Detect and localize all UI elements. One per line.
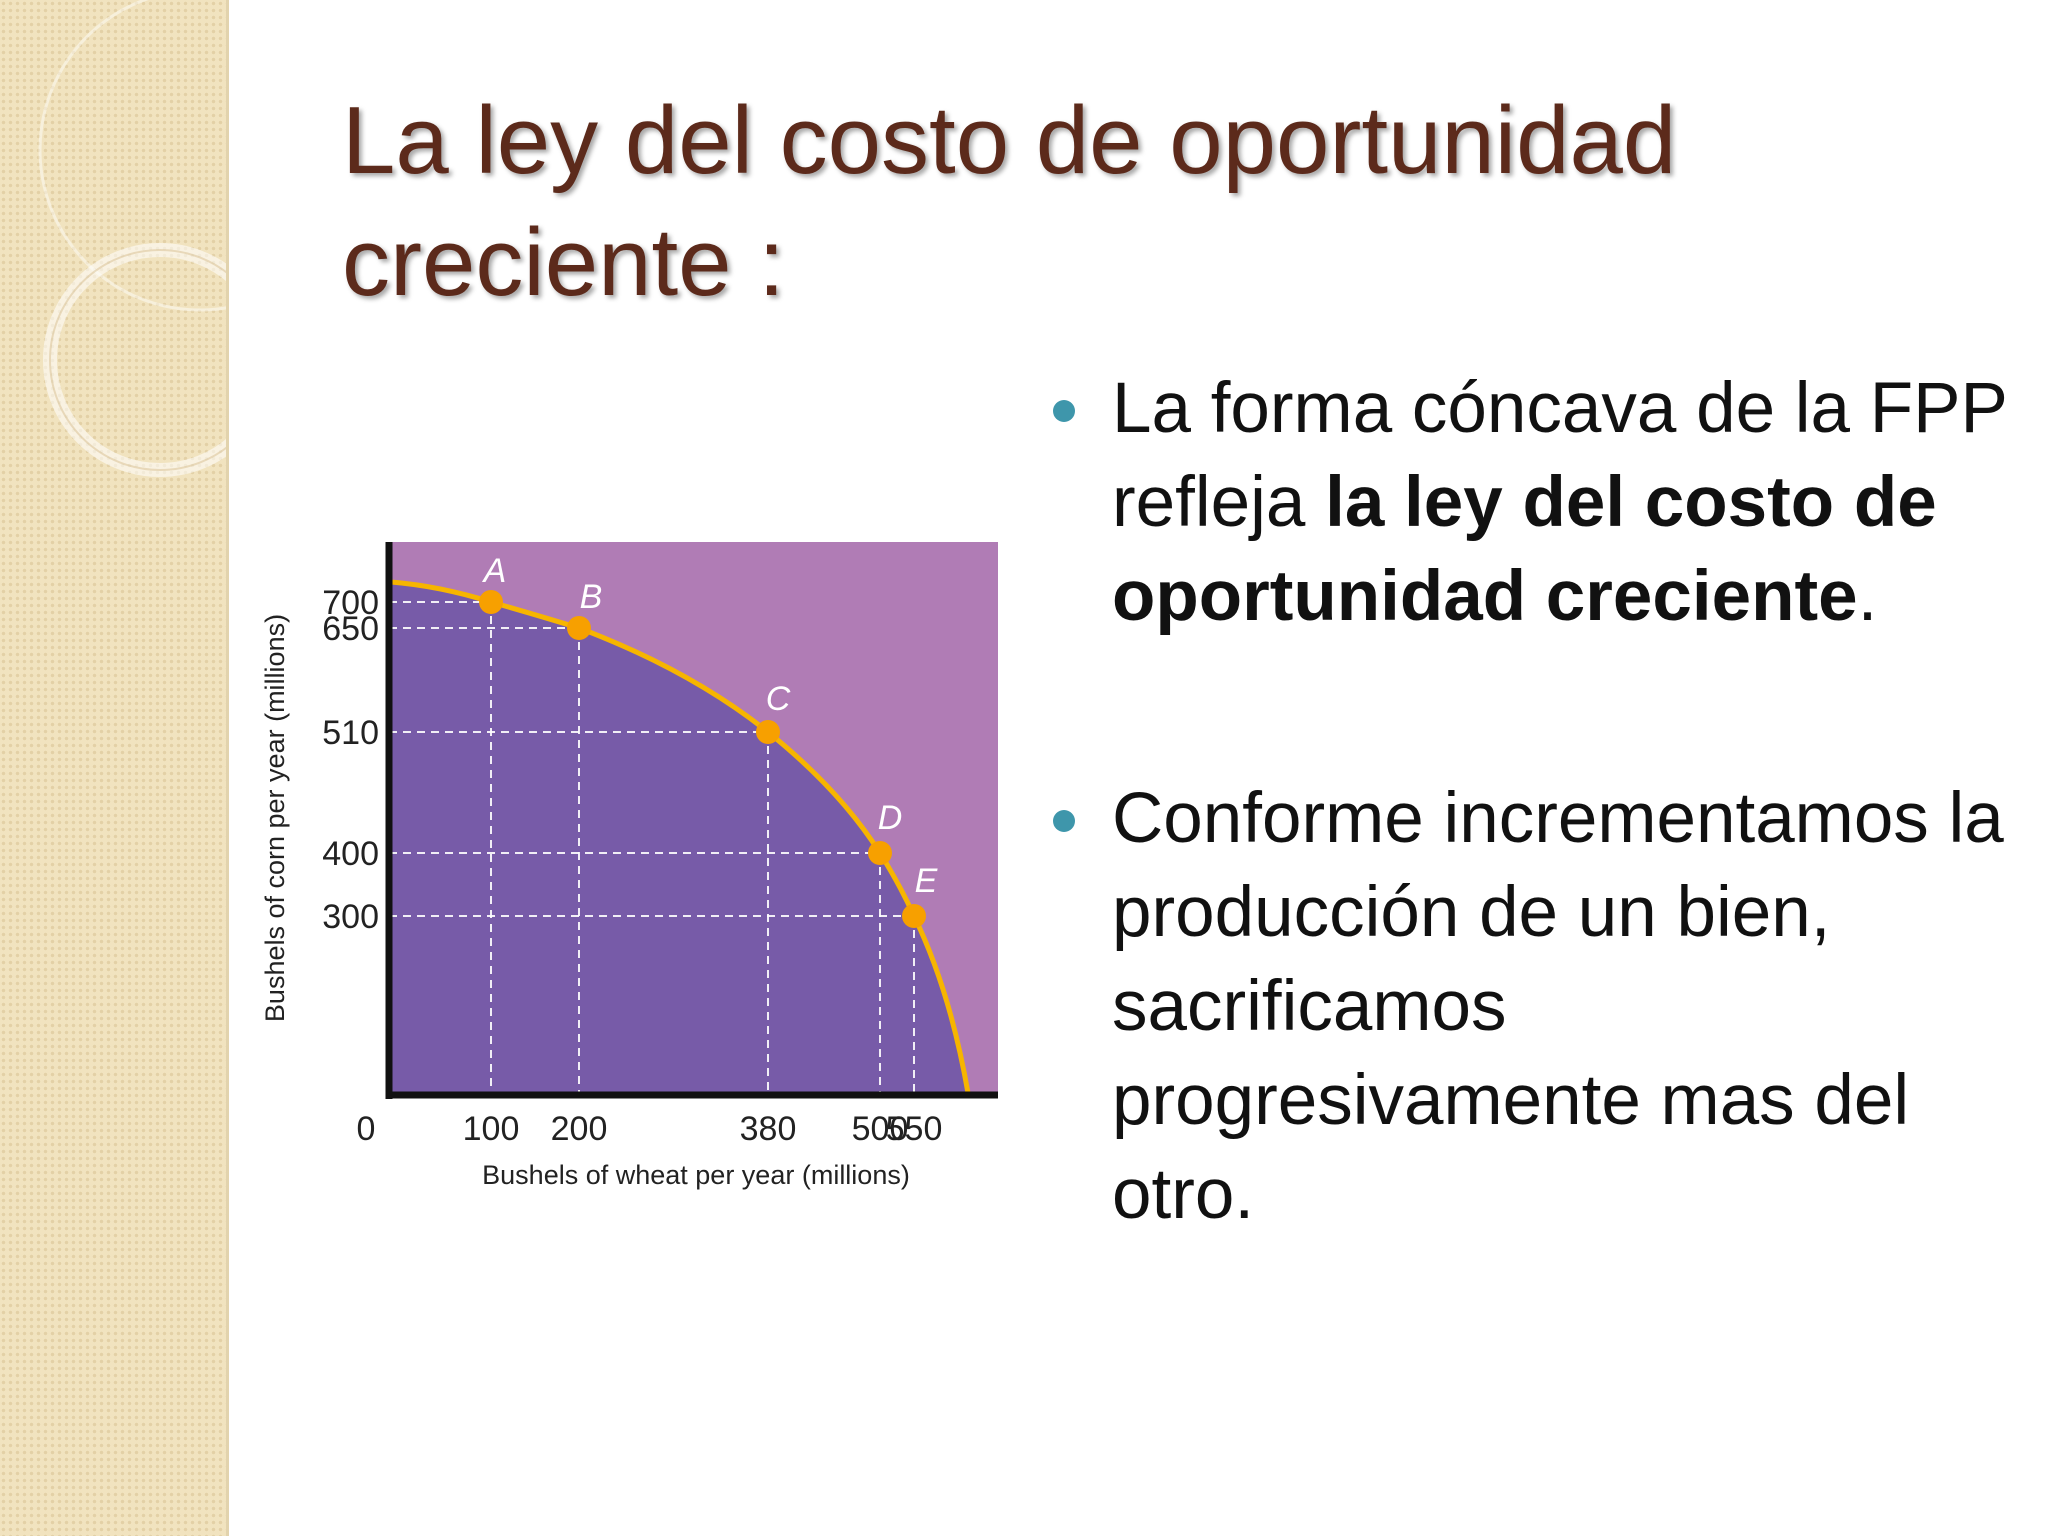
bullet-text-end: . (1857, 557, 1878, 636)
y-tick-label: 700 (322, 584, 379, 622)
y-tick-label: 400 (322, 835, 379, 873)
decorative-rings (38, 0, 228, 477)
y-tick-label: 300 (322, 898, 379, 936)
y-axis-title: Bushels of corn per year (millions) (260, 614, 290, 1022)
data-point (756, 720, 780, 744)
bullet-dot-icon (1053, 810, 1075, 832)
slide-title: La ley del costo de oportunidad crecient… (342, 80, 1942, 324)
bullet-dot-icon (1053, 400, 1075, 422)
x-axis-title: Bushels of wheat per year (millions) (482, 1160, 910, 1190)
x-tick-label: 380 (740, 1110, 797, 1148)
side-band-edge (226, 0, 229, 1536)
x-tick-label: 550 (886, 1110, 943, 1148)
title-line: La ley del costo de oportunidad (342, 87, 1677, 194)
x-tick-label: 100 (463, 1110, 520, 1148)
ppf-attainable-region (389, 582, 968, 1095)
title-line: creciente : (342, 209, 785, 316)
point-label: A (482, 552, 507, 590)
y-tick-label: 650 (322, 610, 379, 648)
data-point (868, 841, 892, 865)
bullet-bold-text: la ley del costo de oportunidad crecient… (1112, 463, 1937, 636)
x-tick-label: 500 (852, 1110, 909, 1148)
point-label: B (580, 578, 603, 616)
bullet-text: La forma cóncava de la FPP refleja (1112, 369, 2007, 542)
decorative-side-band (0, 0, 228, 1536)
bullet-item: La forma cóncava de la FPP refleja la le… (1052, 362, 2022, 644)
point-label: E (915, 862, 938, 900)
bullet-item: Conforme incrementamos la producción de … (1052, 772, 2022, 1242)
point-label: D (878, 799, 903, 837)
y-tick-label: 510 (322, 714, 379, 752)
bullet-list: La forma cóncava de la FPP refleja la le… (1052, 362, 2022, 1242)
data-point (479, 590, 503, 614)
data-point (567, 616, 591, 640)
origin-label: 0 (357, 1110, 376, 1148)
point-label: C (766, 680, 791, 718)
data-point (902, 904, 926, 928)
x-tick-label: 200 (551, 1110, 608, 1148)
bullet-text: Conforme incrementamos la producción de … (1112, 779, 2004, 1234)
